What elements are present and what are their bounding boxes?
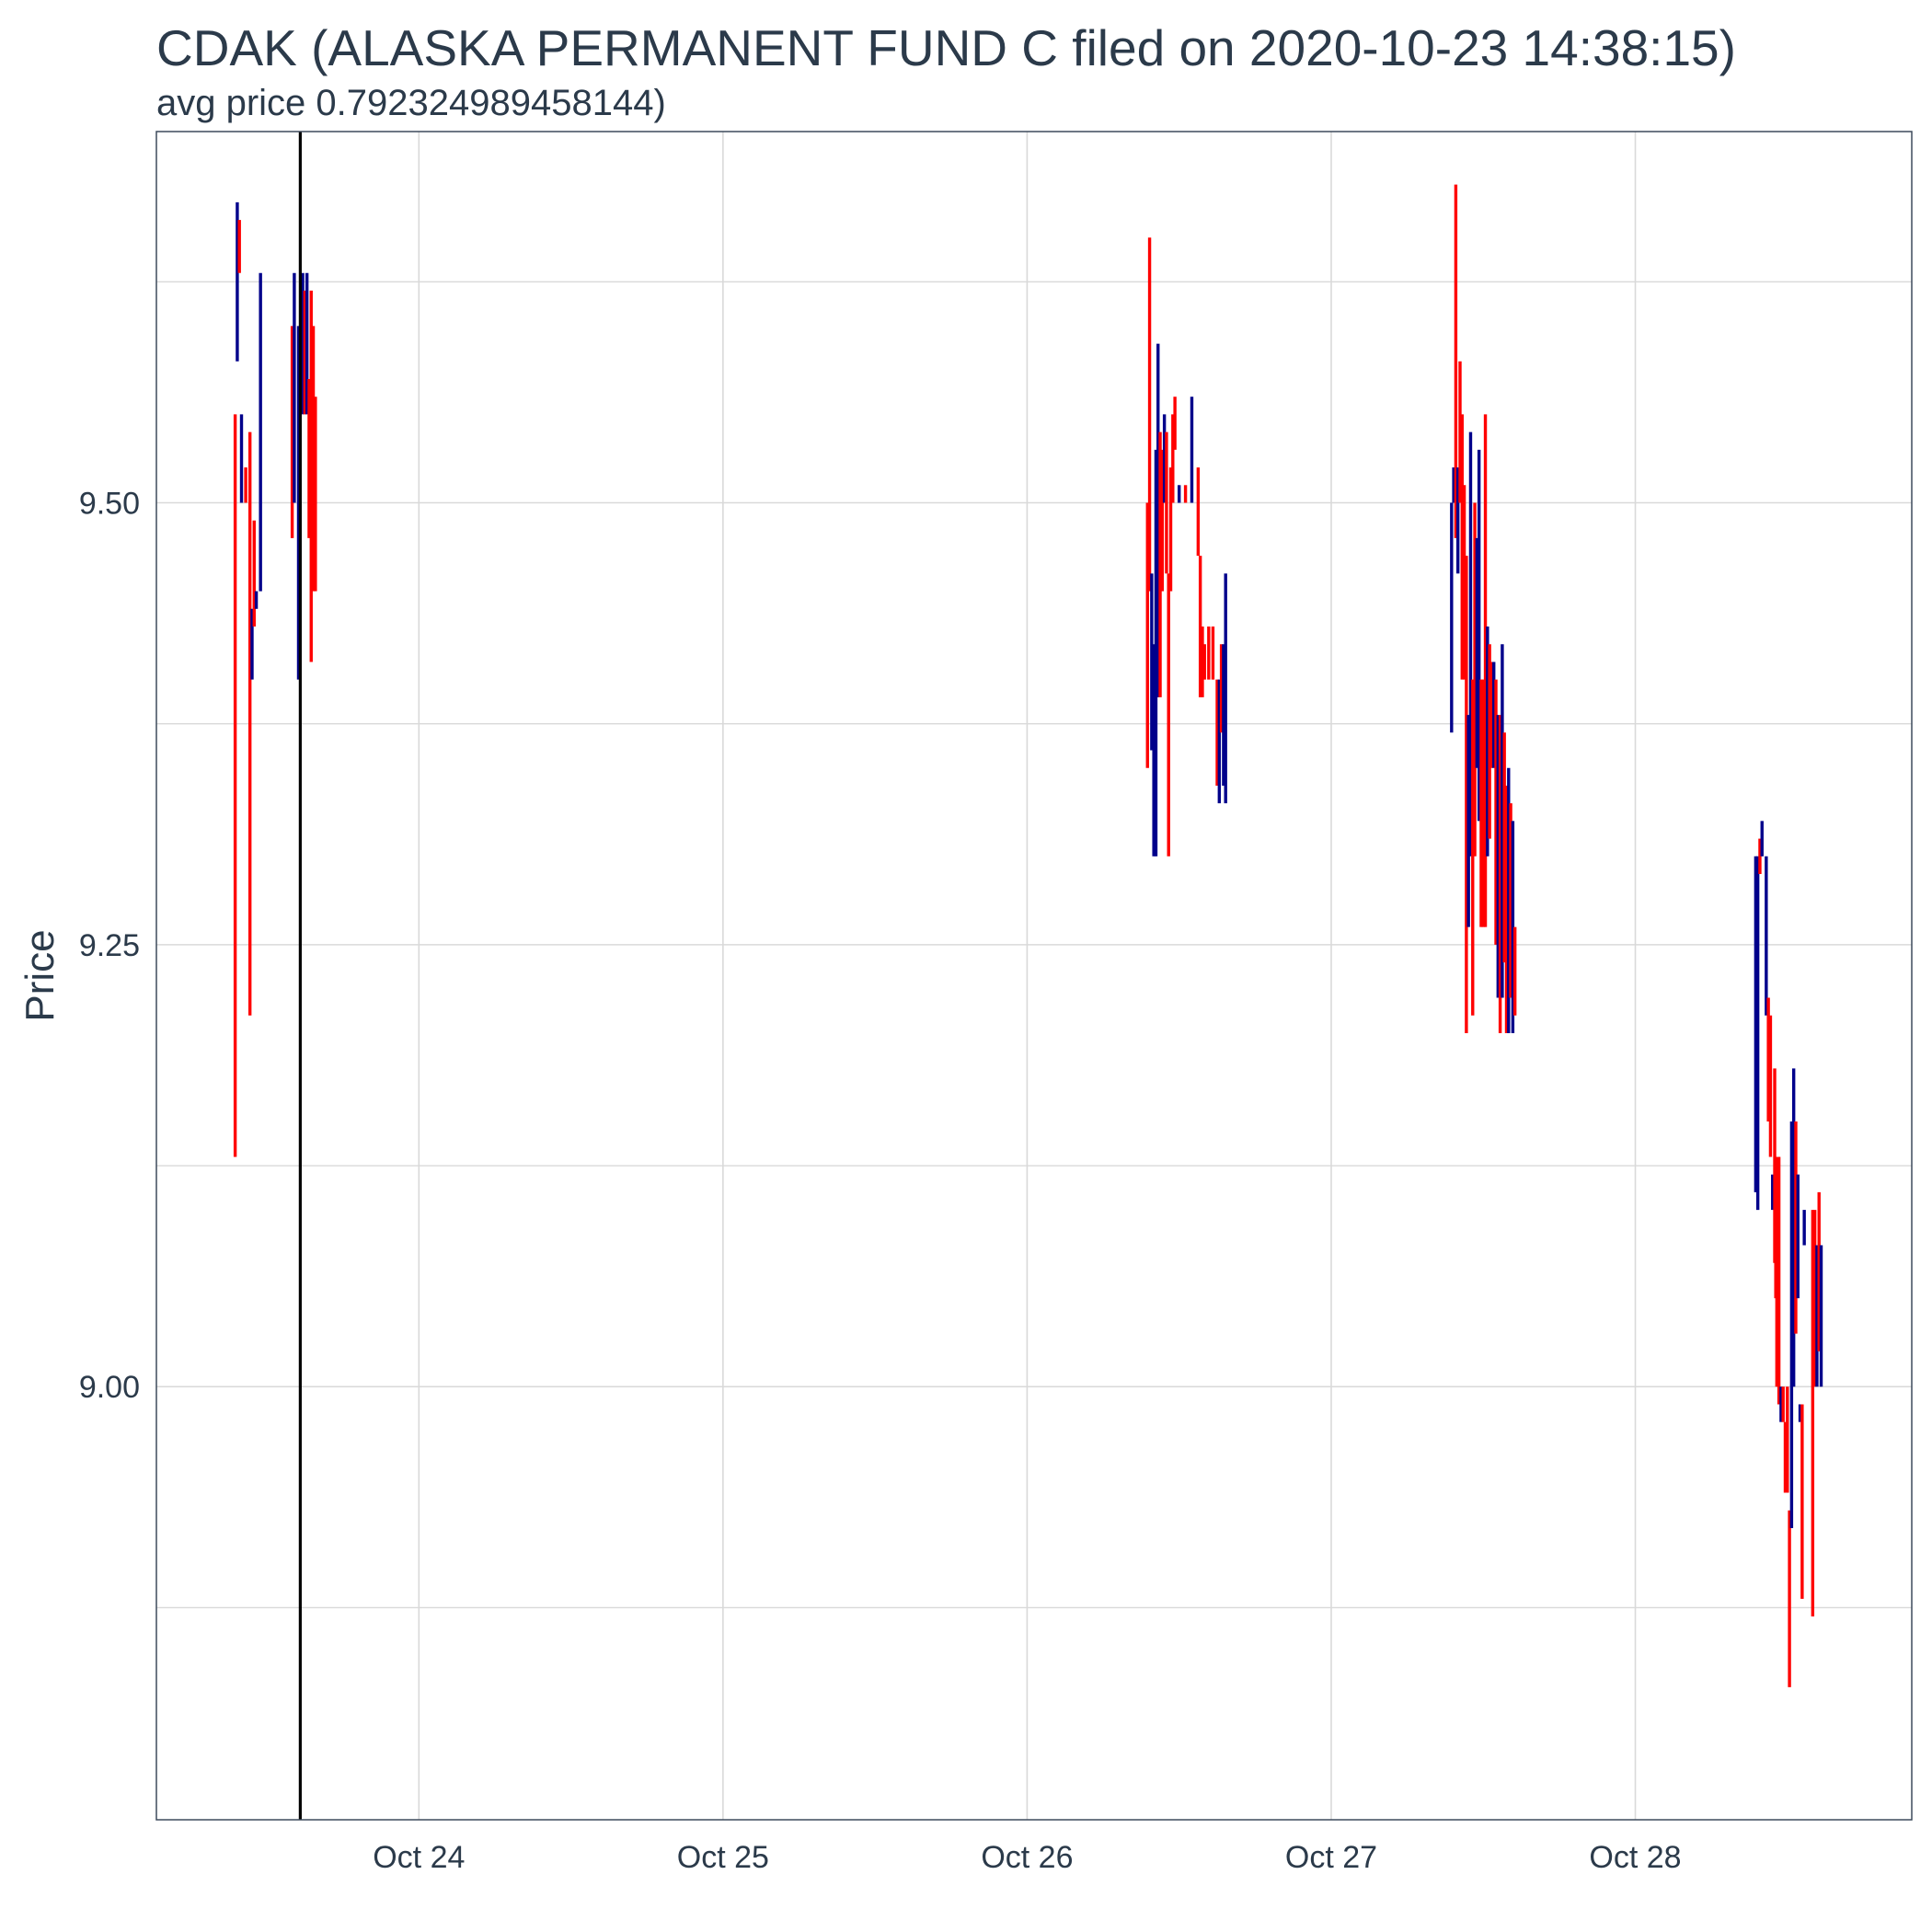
ohlc-bars	[233, 184, 1823, 1687]
plot-frame	[155, 131, 1913, 1821]
x-tick-label: Oct 27	[1285, 1840, 1377, 1875]
chart-subtitle: avg price 0.792324989458144)	[156, 83, 666, 123]
y-tick-label: 9.50	[79, 487, 140, 522]
y-axis-ticks: 9.00 9.25 9.50	[79, 487, 140, 1406]
x-tick-label: Oct 28	[1589, 1840, 1681, 1875]
x-tick-label: Oct 24	[373, 1840, 465, 1875]
grid-lines	[156, 132, 1912, 1820]
y-axis-label: Price	[17, 929, 63, 1021]
y-tick-label: 9.00	[79, 1370, 140, 1405]
x-tick-label: Oct 26	[981, 1840, 1073, 1875]
x-tick-label: Oct 25	[677, 1840, 769, 1875]
x-axis-ticks: Oct 24 Oct 25 Oct 26 Oct 27 Oct 28	[373, 1840, 1681, 1875]
chart-title: CDAK (ALASKA PERMANENT FUND C filed on 2…	[156, 19, 1736, 76]
y-tick-label: 9.25	[79, 928, 140, 963]
